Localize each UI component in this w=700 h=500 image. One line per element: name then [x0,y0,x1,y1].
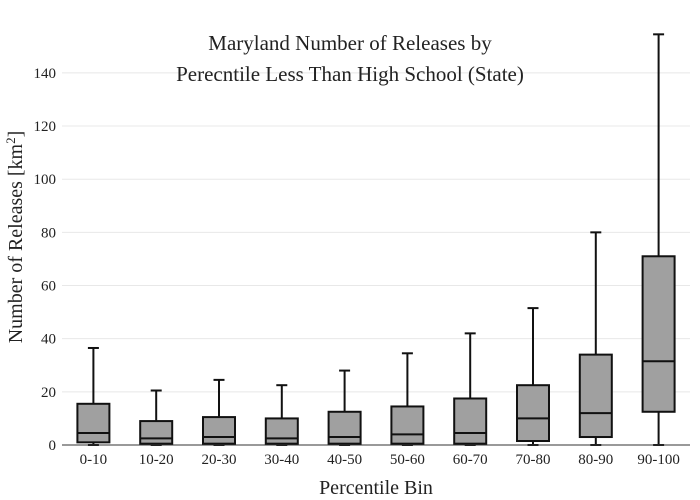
chart-title-line2: Perecntile Less Than High School (State) [176,62,524,86]
iqr-box [139,420,174,445]
iqr-box [516,384,550,443]
x-tick-label: 30-40 [264,452,299,468]
iqr-box [76,402,111,444]
box-20-30 [202,378,236,446]
x-axis-title: Percentile Bin [319,477,433,499]
iqr-box [327,410,362,445]
x-tick-label: 20-30 [202,452,237,468]
box-series [76,33,676,446]
iqr-box [202,416,236,445]
y-axis-title-superscript: 2 [3,137,18,144]
y-axis-title-close: ] [5,131,27,138]
x-tick-label: 40-50 [327,452,362,468]
x-tick-label: 90-100 [637,452,680,468]
gridlines [62,72,690,393]
y-tick-label: 60 [41,279,56,295]
box-40-50 [327,369,362,446]
box-90-100 [641,33,676,446]
x-tick-label: 80-90 [578,452,613,468]
x-tick-label: 60-70 [453,452,488,468]
y-tick-label: 140 [34,66,57,82]
x-axis-ticks: 0-10 10-20 20-30 30-40 40-50 50-60 60-70 70-80 8… [80,452,680,468]
y-axis-title: Number of Releases [km2] [3,131,27,344]
x-tick-label: 10-20 [139,452,174,468]
y-tick-label: 0 [49,438,57,454]
box-60-70 [453,332,488,446]
x-tick-label: 50-60 [390,452,425,468]
box-0-10 [76,346,111,446]
y-tick-label: 40 [41,332,56,348]
x-tick-label: 70-80 [516,452,551,468]
box-50-60 [390,352,425,446]
iqr-box [264,417,299,445]
chart-title-line1: Maryland Number of Releases by [208,31,492,55]
iqr-box [453,397,488,445]
y-tick-label: 100 [34,172,57,188]
y-tick-label: 120 [34,119,57,135]
y-axis-title-main: Number of Releases [km [5,143,27,343]
iqr-box [390,405,425,445]
box-30-40 [264,384,299,446]
x-tick-label: 0-10 [80,452,108,468]
y-tick-label: 80 [41,225,56,241]
iqr-box [578,353,613,439]
box-70-80 [516,307,550,446]
box-10-20 [139,389,174,446]
iqr-box [641,255,676,413]
y-axis-ticks: 0 20 40 60 80 100 120 140 [34,66,57,454]
y-tick-label: 20 [41,385,56,401]
